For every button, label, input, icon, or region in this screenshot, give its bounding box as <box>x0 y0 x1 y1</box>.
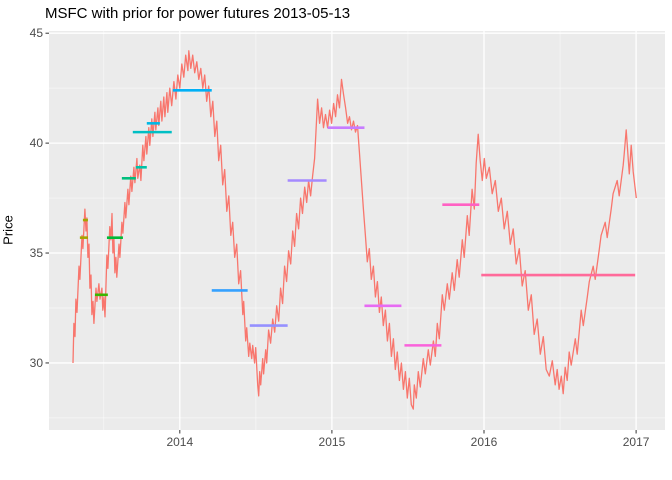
x-tick-label: 2015 <box>319 435 346 449</box>
y-tick-label: 45 <box>30 26 44 40</box>
y-tick-label: 40 <box>30 136 44 150</box>
y-axis-title: Price <box>0 215 16 245</box>
x-tick-label: 2014 <box>166 435 193 449</box>
chart-title: MSFC with prior for power futures 2013-0… <box>45 5 351 22</box>
y-tick-label: 30 <box>30 356 44 370</box>
y-tick-label: 35 <box>30 246 44 260</box>
panel-background <box>49 31 665 430</box>
x-tick-label: 2016 <box>471 435 498 449</box>
x-tick-label: 2017 <box>623 435 650 449</box>
